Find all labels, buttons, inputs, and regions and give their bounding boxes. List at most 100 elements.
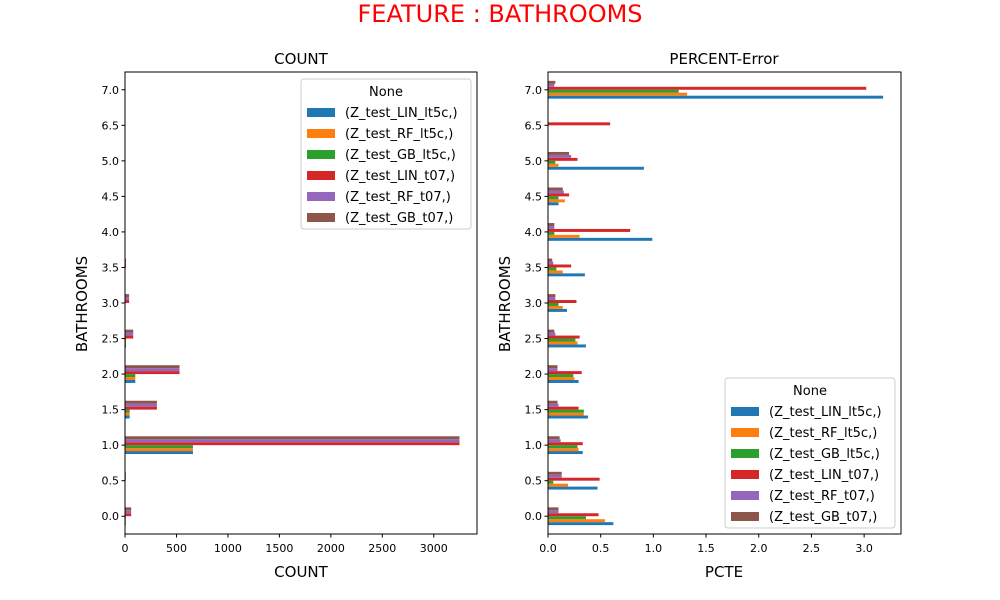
count-legend-swatch: [307, 171, 335, 180]
percent-error-bar: [548, 258, 553, 262]
count-bar: [125, 341, 127, 345]
percent-error-legend-entry: (Z_test_GB_lt5c,): [769, 447, 880, 462]
percent-error-bar: [548, 202, 559, 206]
count-legend: None (Z_test_LIN_lt5c,) (Z_test_RF_lt5c,) (…: [300, 78, 472, 230]
percent-error-bar: [548, 510, 559, 514]
percent-error-bar: [548, 507, 559, 511]
percent-error-bar: [548, 305, 563, 309]
percent-error-bar: [548, 154, 572, 158]
count-bar: [125, 294, 130, 298]
count-y-tick-label: 1.0: [102, 439, 120, 452]
count-bar: [125, 368, 180, 372]
percent-error-bar: [548, 157, 578, 161]
count-y-tick-label: 0.0: [102, 510, 120, 523]
percent-error-chart: PERCENT-Error PCTE BATHROOMS 0.0 0.5 1.0 1.…: [496, 50, 902, 581]
percent-error-x-tick-label: 2.5: [803, 542, 821, 555]
count-x-tick-label: 500: [166, 542, 187, 555]
percent-error-bar: [548, 196, 559, 200]
percent-error-x-tick-label: 3.0: [855, 542, 873, 555]
percent-error-bar: [548, 231, 555, 235]
count-bar: [125, 332, 134, 336]
count-x-tick-label: 2000: [317, 542, 345, 555]
percent-error-legend-entry: (Z_test_RF_lt5c,): [769, 426, 877, 441]
count-bar: [125, 264, 127, 268]
percent-error-x-tick-label: 2.0: [750, 542, 768, 555]
percent-error-bar: [548, 308, 567, 312]
count-y-tick-label: 0.5: [102, 475, 120, 488]
count-bar: [125, 439, 460, 443]
percent-error-bar: [548, 412, 584, 416]
percent-error-legend-entry: (Z_test_LIN_t07,): [769, 468, 879, 483]
percent-error-bar: [548, 187, 563, 191]
percent-error-x-tick-label: 1.5: [697, 542, 715, 555]
percent-error-bar: [548, 86, 867, 90]
percent-error-bar: [548, 400, 558, 404]
percent-error-chart-x-axis-label: PCTE: [705, 563, 743, 581]
percent-error-legend-swatch: [731, 449, 759, 458]
percent-error-y-tick-label: 7.0: [525, 84, 543, 97]
count-y-tick-label: 6.5: [102, 119, 120, 132]
percent-error-chart-title: PERCENT-Error: [669, 50, 779, 68]
percent-error-legend-entry: (Z_test_RF_t07,): [769, 489, 875, 504]
percent-error-y-tick-label: 1.0: [525, 439, 543, 452]
count-x-tick-label: 1500: [265, 542, 293, 555]
count-bar: [125, 406, 157, 410]
percent-error-bar: [548, 297, 556, 301]
count-bar: [125, 510, 132, 514]
percent-error-y-tick-label: 3.0: [525, 297, 543, 310]
percent-error-bar: [548, 234, 580, 238]
count-legend-entry: (Z_test_RF_lt5c,): [345, 127, 453, 142]
percent-error-x-tick-label: 0.0: [539, 542, 557, 555]
percent-error-bar: [548, 267, 557, 271]
percent-error-bar: [548, 445, 578, 449]
percent-error-y-tick-label: 4.5: [525, 190, 543, 203]
percent-error-bar: [548, 377, 575, 380]
count-legend-entry: (Z_test_GB_lt5c,): [345, 148, 456, 163]
percent-error-bar: [548, 436, 560, 440]
count-chart-y-axis-label: BATHROOMS: [73, 256, 91, 352]
count-bar: [125, 258, 127, 262]
count-bar: [125, 297, 130, 301]
percent-error-legend-swatch: [731, 491, 759, 500]
count-x-tick-label: 3000: [420, 542, 448, 555]
count-legend-box: [300, 78, 472, 230]
percent-error-x-tick-label: 1.0: [645, 542, 663, 555]
count-legend-swatch: [307, 150, 335, 159]
count-bar: [125, 261, 127, 265]
count-bar: [125, 371, 180, 375]
count-bar: [125, 329, 134, 333]
percent-error-y-tick-label: 0.5: [525, 475, 543, 488]
count-legend-swatch: [307, 192, 335, 201]
percent-error-legend-entry: (Z_test_GB_t07,): [769, 510, 877, 525]
count-y-tick-label: 2.0: [102, 368, 120, 381]
count-y-tick-label: 7.0: [102, 84, 120, 97]
count-bar: [125, 365, 180, 369]
percent-error-bar: [548, 80, 556, 84]
count-bars: [125, 258, 460, 526]
percent-error-bar: [548, 439, 561, 443]
count-x-tick-label: 2500: [368, 542, 396, 555]
count-chart: COUNT COUNT BATHROOMS 0.0 0.5 1.0 1.5 2.0 2.5…: [73, 50, 478, 581]
count-bar: [125, 374, 136, 378]
percent-error-bar: [548, 237, 653, 241]
percent-error-bar: [548, 95, 884, 99]
percent-error-legend-title: None: [793, 384, 827, 399]
percent-error-y-tick-label: 5.0: [525, 155, 543, 168]
count-y-tick-label: 4.0: [102, 226, 120, 239]
percent-error-bar: [548, 273, 585, 277]
percent-error-y-tick-label: 6.5: [525, 119, 543, 132]
percent-error-legend-entry: (Z_test_LIN_lt5c,): [769, 405, 882, 420]
percent-error-bar: [548, 380, 579, 383]
percent-error-bar: [548, 448, 579, 452]
percent-error-bar: [548, 303, 559, 306]
percent-error-legend-swatch: [731, 428, 759, 437]
count-bar: [125, 338, 127, 342]
percent-error-bar: [548, 451, 583, 455]
percent-error-legend-swatch: [731, 512, 759, 521]
count-x-tick-label: 1000: [214, 542, 242, 555]
percent-error-bar: [548, 89, 679, 93]
percent-error-bar: [548, 160, 556, 164]
count-bar: [125, 451, 193, 455]
percent-error-bar: [548, 519, 605, 523]
percent-error-bar: [548, 190, 564, 194]
